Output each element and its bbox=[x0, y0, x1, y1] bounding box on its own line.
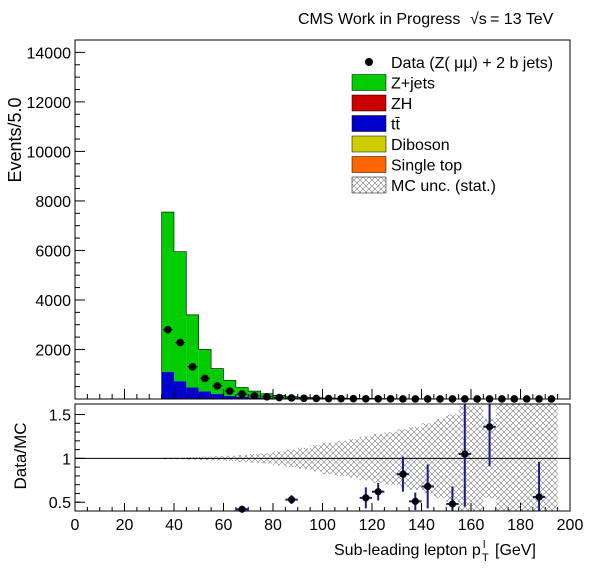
main-ytick-label-2: 6000 bbox=[35, 243, 71, 260]
legend-label-3: tt̄ bbox=[391, 117, 400, 134]
bar-tt-4 bbox=[211, 394, 224, 399]
ratio-point-5 bbox=[411, 497, 419, 505]
x-tick-label-0: 0 bbox=[71, 517, 80, 534]
data-point-11 bbox=[300, 394, 308, 403]
ratio-point-3 bbox=[374, 488, 382, 496]
experiment-label: CMS Work in Progress bbox=[298, 11, 460, 28]
x-tick-label-3: 60 bbox=[215, 517, 233, 534]
legend-swatch-3 bbox=[351, 115, 387, 132]
ratio-plot-frame bbox=[74, 403, 571, 512]
ratio-point-2 bbox=[362, 494, 370, 502]
main-ytick-label-1: 4000 bbox=[35, 293, 71, 310]
ratio-ytick-label-1: 1 bbox=[62, 451, 71, 468]
ratio-point-0 bbox=[238, 505, 246, 513]
x-tick-label-10: 200 bbox=[557, 517, 584, 534]
data-point-2 bbox=[188, 363, 197, 371]
ratio-point-10 bbox=[535, 493, 543, 501]
ratio-point-7 bbox=[448, 500, 457, 508]
legend-label-4: Diboson bbox=[391, 137, 450, 154]
x-tick-label-6: 120 bbox=[359, 517, 386, 534]
bar-zjets-3 bbox=[198, 349, 212, 392]
legend-swatch-4 bbox=[351, 135, 387, 153]
data-point-12 bbox=[312, 394, 321, 403]
legend-swatch-1 bbox=[351, 74, 387, 91]
legend-hatch-swatch bbox=[351, 176, 387, 194]
legend: Data (Z( μμ) + 2 b jets) Z+jets ZH tt̄ Dibos… bbox=[351, 55, 553, 195]
ratio-ytick-label-2: 1.5 bbox=[49, 408, 71, 425]
bar-tt-6 bbox=[235, 396, 249, 399]
x-axis-label-sub: T bbox=[482, 552, 489, 564]
x-tick-label-1: 20 bbox=[116, 517, 134, 534]
legend-data-marker bbox=[365, 58, 373, 66]
bar-tt-1 bbox=[174, 381, 187, 399]
bar-zjets-1 bbox=[174, 251, 187, 382]
legend-swatch-5 bbox=[351, 156, 387, 173]
bar-tt-3 bbox=[198, 391, 212, 399]
ratio-point-4 bbox=[399, 470, 407, 478]
data-point-0 bbox=[164, 325, 172, 334]
data-point-9 bbox=[275, 393, 283, 402]
ratio-ytick-label-0: 0.5 bbox=[49, 495, 71, 512]
ratio-point-1 bbox=[287, 495, 296, 504]
main-ytick-label-4: 10000 bbox=[27, 144, 72, 161]
legend-label-1: Z+jets bbox=[391, 76, 435, 93]
main-ytick-label-3: 8000 bbox=[35, 194, 71, 211]
main-y-axis-label: Events/5.0 bbox=[5, 97, 25, 182]
ratio-point-8 bbox=[461, 450, 469, 458]
bar-tt-0 bbox=[161, 371, 174, 399]
main-plot-frame bbox=[74, 39, 571, 400]
bar-zjets-2 bbox=[186, 314, 199, 388]
x-tick-label-5: 100 bbox=[309, 517, 336, 534]
energy-sqrt-label: √s bbox=[470, 11, 487, 28]
data-point-6 bbox=[238, 390, 246, 398]
ratio-panel: 0 20 40 60 80 100 120 140 160 180 200 0.5 1 1.5 bbox=[49, 404, 584, 534]
x-tick-label-9: 180 bbox=[507, 517, 534, 534]
x-axis-title: Sub-leading lepton p T l [GeV] bbox=[334, 539, 536, 564]
main-ytick-label-6: 14000 bbox=[27, 45, 72, 62]
ratio-y-axis-label: Data/MC bbox=[11, 422, 30, 489]
bar-tt-5 bbox=[223, 395, 236, 399]
legend-label-0: Data (Z( μμ) + 2 b jets) bbox=[391, 55, 553, 72]
data-point-5 bbox=[225, 387, 234, 395]
mc-uncertainty-band bbox=[161, 404, 558, 511]
main-ytick-label-0: 2000 bbox=[35, 342, 71, 359]
legend-label-2: ZH bbox=[391, 96, 412, 113]
data-point-10 bbox=[287, 394, 296, 402]
x-tick-label-2: 40 bbox=[165, 517, 183, 534]
data-point-4 bbox=[213, 382, 222, 390]
bar-zjets-4 bbox=[211, 368, 224, 395]
data-point-7 bbox=[250, 391, 259, 400]
x-tick-label-8: 160 bbox=[458, 517, 485, 534]
data-point-3 bbox=[201, 374, 209, 383]
legend-swatch-2 bbox=[351, 94, 387, 112]
main-ytick-label-5: 12000 bbox=[27, 95, 72, 112]
data-point-1 bbox=[176, 338, 184, 347]
main-panel: 2000 4000 6000 8000 10000 12000 14000 bbox=[27, 45, 571, 403]
x-axis-label-sup: l bbox=[483, 539, 485, 551]
legend-label-5: Single top bbox=[391, 158, 462, 175]
ratio-point-6 bbox=[424, 482, 432, 491]
legend-label-6: MC unc. (stat.) bbox=[391, 178, 496, 195]
bar-zjets-0 bbox=[161, 212, 174, 372]
x-axis-label-units: [GeV] bbox=[495, 542, 536, 559]
bar-tt-2 bbox=[186, 387, 199, 399]
ratio-point-9 bbox=[485, 423, 494, 431]
x-axis-label: Sub-leading lepton p bbox=[334, 542, 481, 559]
energy-value-label: = 13 TeV bbox=[490, 11, 554, 28]
x-tick-label-4: 80 bbox=[264, 517, 282, 534]
x-tick-label-7: 140 bbox=[408, 517, 435, 534]
